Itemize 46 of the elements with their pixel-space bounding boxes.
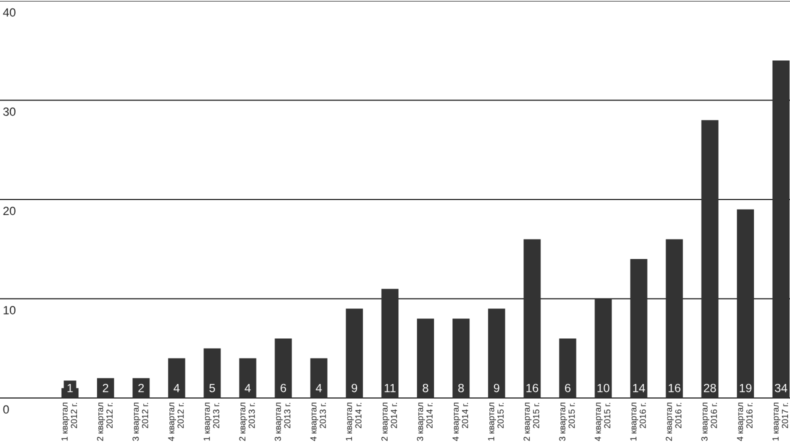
y-tick-label: 40 bbox=[3, 8, 16, 17]
x-tick-label: 3 квартал 2015 г. bbox=[559, 402, 575, 441]
data-label: 2 bbox=[138, 384, 144, 392]
x-tick-label: 4 квартал 2013 г. bbox=[310, 402, 326, 442]
y-tick-label: 20 bbox=[3, 206, 16, 216]
x-tick-label: 3 квартал 2013 г. bbox=[274, 402, 290, 441]
x-tick-label: 4 квартал 2016 г. bbox=[736, 402, 753, 442]
x-tick-label: 3 квартал 2014 г. bbox=[416, 402, 433, 441]
data-label: 19 bbox=[740, 384, 752, 392]
y-tick-label: 10 bbox=[4, 306, 16, 314]
y-tick-label: 0 bbox=[3, 405, 9, 414]
x-tick-label: 1 квартал 2017 г. bbox=[772, 402, 788, 441]
data-label: 4 bbox=[174, 384, 180, 392]
x-tick-label: 1 квартал 2015 г. bbox=[488, 402, 504, 441]
x-tick-label: 2 квартал 2012 г. bbox=[96, 402, 113, 441]
data-label: 4 bbox=[244, 384, 251, 392]
x-tick-label: 3 квартал 2016 г. bbox=[701, 402, 717, 441]
data-label: 8 bbox=[422, 384, 428, 392]
data-label: 5 bbox=[209, 384, 215, 392]
y-tick-label: 30 bbox=[3, 108, 16, 116]
x-tick-label: 4 квартал 2015 г. bbox=[594, 402, 610, 442]
x-tick-label: 4 квартал 2014 г. bbox=[452, 402, 468, 442]
x-tick-label: 1 квартал 2014 г. bbox=[346, 402, 362, 441]
data-label: 8 bbox=[458, 384, 464, 392]
x-tick-label: 1 квартал 2012 г. bbox=[62, 402, 78, 441]
data-label: 10 bbox=[598, 384, 610, 392]
data-label: 4 bbox=[316, 384, 322, 392]
data-label: 9 bbox=[352, 384, 358, 392]
data-label: 9 bbox=[494, 384, 500, 392]
x-tick-label: 3 квартал 2012 г. bbox=[132, 402, 148, 441]
data-label: 6 bbox=[280, 384, 286, 392]
data-label: 2 bbox=[102, 384, 108, 392]
x-tick-label: 2 квартал 2016 г. bbox=[666, 402, 682, 441]
data-label: 6 bbox=[565, 384, 570, 392]
x-tick-label: 2 квартал 2015 г. bbox=[524, 402, 540, 441]
x-tick-label: 2 квартал 2013 г. bbox=[239, 402, 255, 441]
data-label: 11 bbox=[384, 384, 396, 392]
x-tick-label: 2 квартал 2014 г. bbox=[381, 402, 398, 441]
data-label: 34 bbox=[774, 384, 788, 392]
x-tick-label: 4 квартал 2012 г. bbox=[168, 402, 184, 442]
x-tick-label: 1 квартал 2013 г. bbox=[204, 402, 220, 441]
data-label: 16 bbox=[526, 384, 538, 392]
data-label: 28 bbox=[704, 384, 716, 392]
x-tick-label: 1 квартал 2016 г. bbox=[630, 402, 646, 441]
data-label: 14 bbox=[633, 384, 646, 392]
data-label: 16 bbox=[668, 384, 680, 392]
